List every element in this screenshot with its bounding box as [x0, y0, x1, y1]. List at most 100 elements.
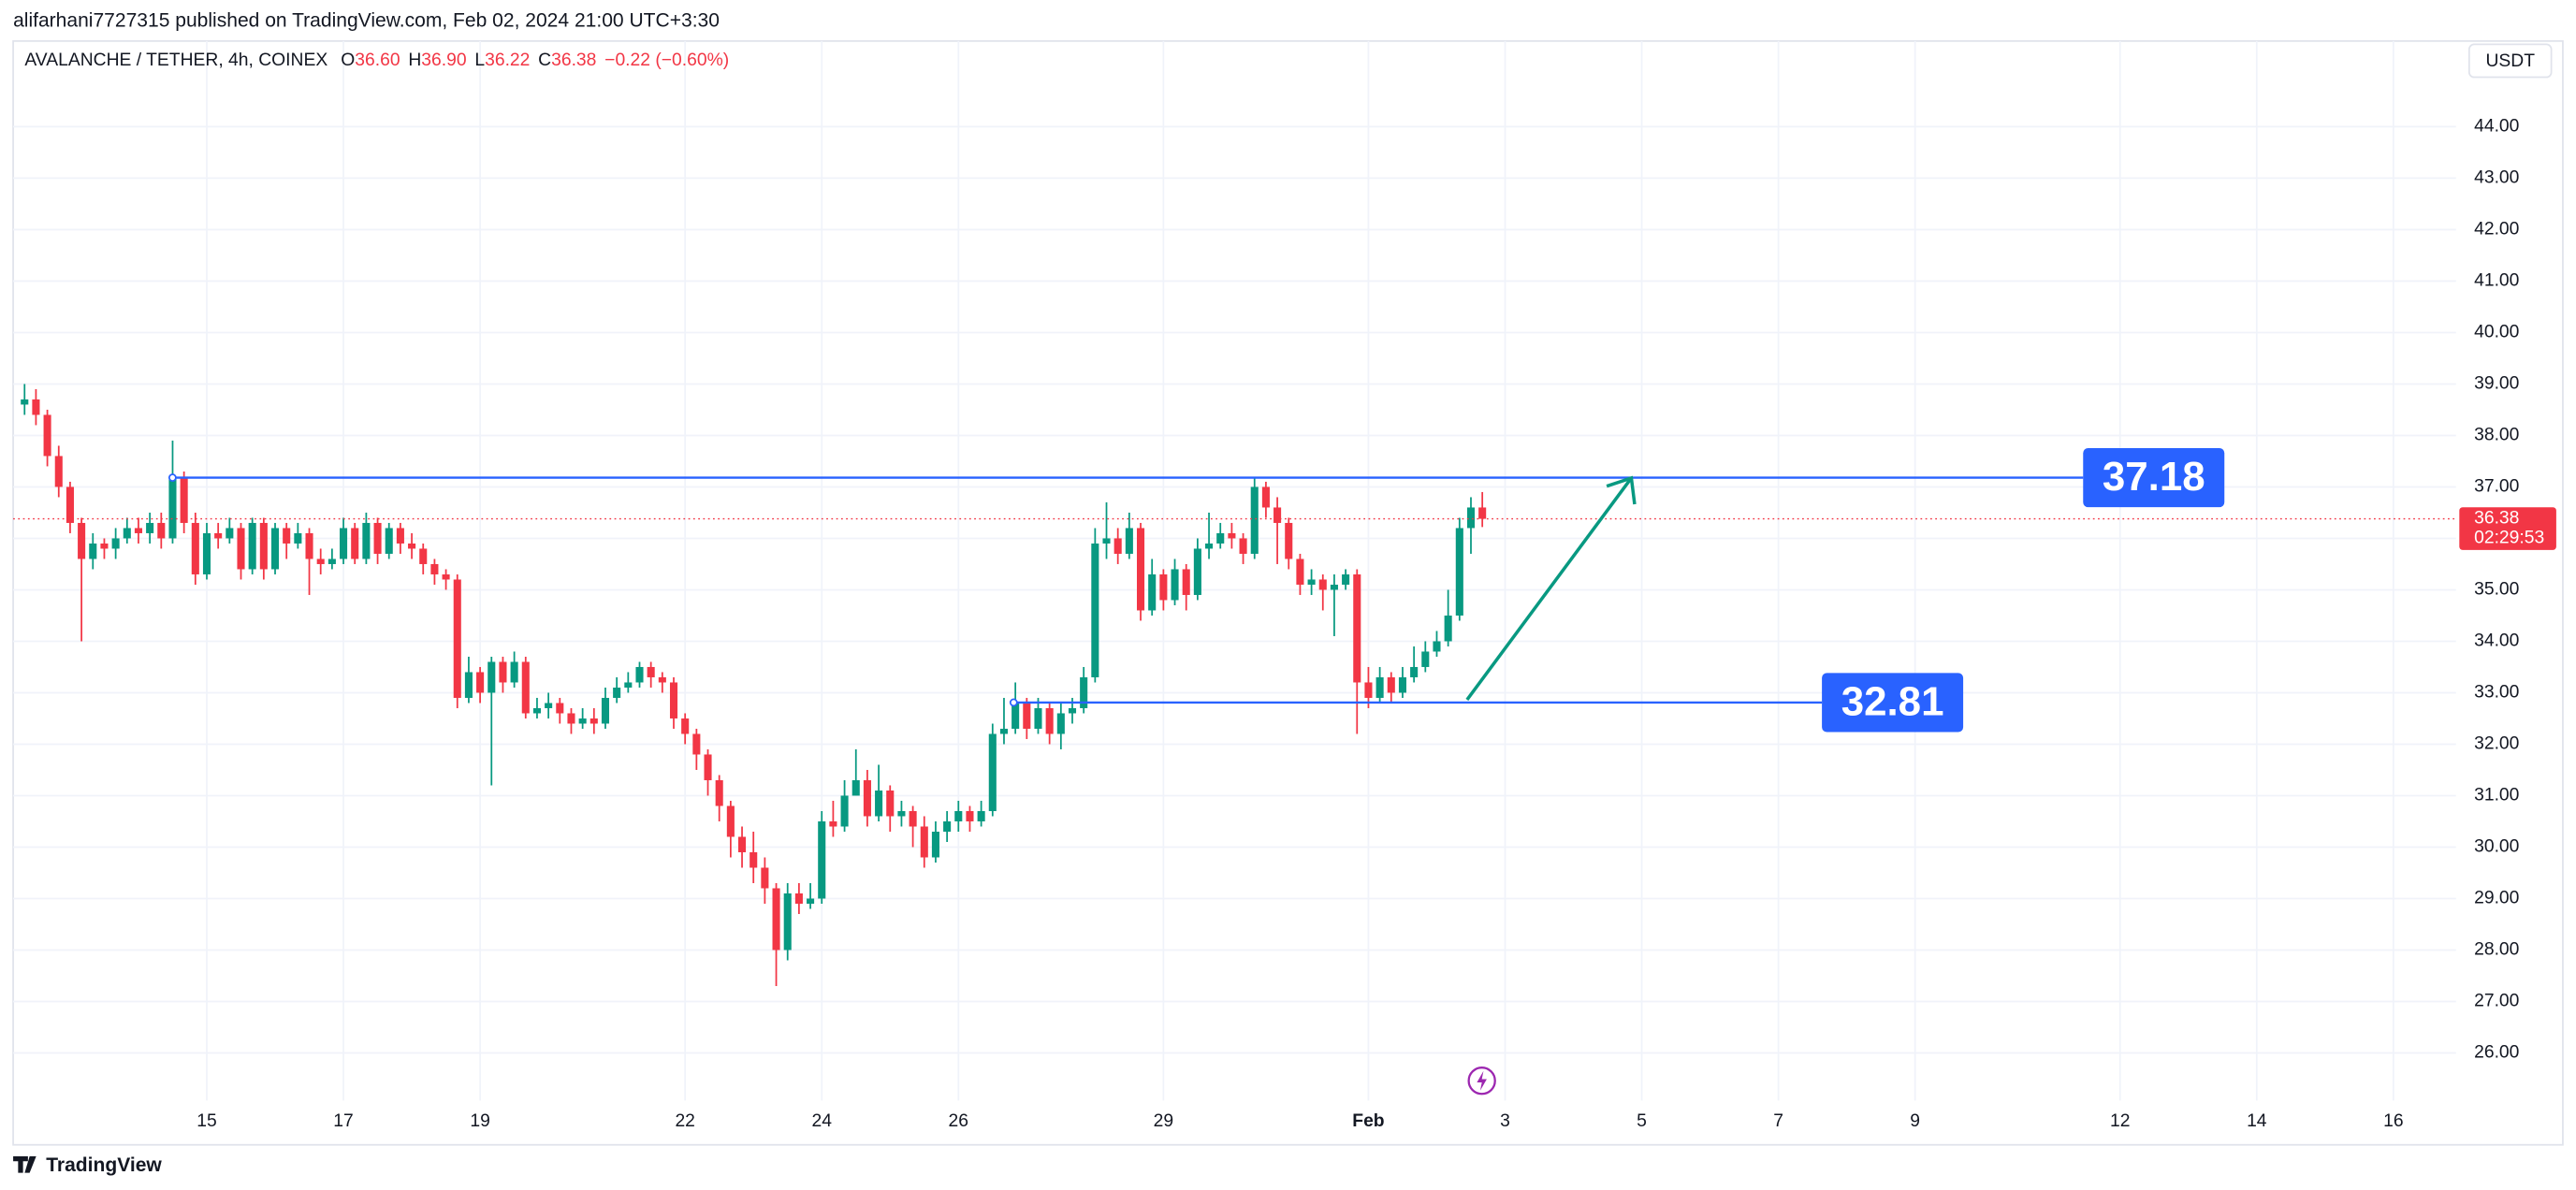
candle-body	[658, 676, 666, 683]
y-tick-label: 28.00	[2474, 940, 2519, 960]
candle-body	[704, 754, 712, 780]
arrow-line	[1465, 476, 1633, 701]
candle-body	[430, 563, 439, 574]
candle-body	[327, 559, 336, 564]
candle-body	[1091, 543, 1099, 677]
footer-brand: TradingView	[46, 1154, 162, 1176]
currency-button[interactable]	[2467, 43, 2553, 79]
y-tick-label: 29.00	[2474, 889, 2519, 908]
candle-body	[521, 661, 530, 714]
candle-body	[476, 672, 485, 693]
countdown-label: 02:29:53	[2474, 529, 2544, 548]
candle-body	[624, 682, 633, 688]
x-tick-label: 5	[1637, 1111, 1647, 1131]
candle-body	[226, 528, 234, 539]
y-tick-label: 31.00	[2474, 786, 2519, 805]
candle-body	[761, 867, 769, 889]
candle-body	[111, 538, 120, 549]
candle-body	[681, 718, 690, 734]
candle-body	[750, 851, 758, 868]
candle-body	[920, 826, 928, 858]
candle-body	[1159, 573, 1168, 601]
candle-body	[488, 661, 496, 693]
candle-body	[408, 543, 416, 549]
candle-body	[1113, 538, 1122, 554]
candle-body	[123, 528, 131, 539]
y-tick-label: 32.00	[2474, 734, 2519, 754]
candle-body	[567, 713, 575, 724]
candle-body	[1307, 579, 1316, 585]
candle-body	[1023, 703, 1031, 729]
candle-body	[202, 532, 211, 574]
x-tick-label: 16	[2383, 1111, 2403, 1131]
candle-body	[726, 805, 735, 837]
candle-body	[669, 682, 678, 718]
candle-body	[1182, 569, 1190, 595]
candle-body	[294, 532, 302, 544]
candle-body	[931, 831, 939, 858]
candle-body	[545, 703, 553, 708]
candle-body	[237, 528, 245, 570]
candle-body	[21, 399, 29, 405]
candle-body	[1330, 584, 1338, 590]
candle-body	[1045, 707, 1054, 734]
candle-body	[1193, 548, 1201, 595]
candle-body	[65, 486, 74, 523]
x-tick-label: Feb	[1352, 1111, 1384, 1131]
candle-body	[692, 733, 701, 755]
candle-body	[818, 820, 826, 899]
y-tick-label: 27.00	[2474, 992, 2519, 1011]
candle-body	[578, 718, 587, 724]
y-tick-label: 37.00	[2474, 477, 2519, 497]
candle-body	[1285, 522, 1293, 559]
candle-body	[1478, 507, 1487, 519]
symbol-title: AVALANCHE / TETHER, 4h, COINEX	[24, 51, 327, 70]
x-tick-label: 7	[1773, 1111, 1783, 1131]
candle-body	[1455, 528, 1463, 616]
y-tick-label: 33.00	[2474, 683, 2519, 703]
candle-body	[943, 820, 952, 832]
candle-body	[396, 528, 404, 544]
candle-body	[168, 476, 177, 539]
candle-body	[305, 532, 313, 559]
candle-body	[1433, 641, 1441, 652]
candle-body	[988, 733, 997, 811]
candle-body	[442, 573, 450, 580]
candle-body	[100, 543, 109, 549]
candle-body	[875, 790, 883, 817]
candle-body	[1387, 676, 1395, 693]
candle-body	[146, 522, 154, 533]
candle-body	[1171, 569, 1179, 601]
x-tick-label: 29	[1154, 1111, 1173, 1131]
candle-body	[1296, 559, 1304, 585]
candle-body	[715, 779, 723, 806]
candle-body	[1125, 528, 1133, 554]
candle-body	[499, 661, 507, 683]
ohlc-value: 36.90	[421, 51, 466, 70]
x-tick-label: 12	[2110, 1111, 2130, 1131]
y-tick-label: 40.00	[2474, 323, 2519, 342]
candle-body	[1239, 538, 1247, 554]
level-label: 37.18	[2103, 454, 2205, 500]
candle-body	[1148, 573, 1157, 611]
candle-body	[1318, 579, 1327, 590]
level-label-box	[2083, 447, 2225, 508]
candle-body	[134, 528, 143, 533]
candle-body	[464, 672, 473, 698]
level-anchor	[167, 473, 177, 482]
candle-body	[1398, 676, 1407, 693]
candle-body	[1250, 486, 1259, 554]
candle-body	[829, 820, 837, 827]
candle-body	[340, 528, 348, 559]
candle-body	[1273, 507, 1282, 523]
x-tick-label: 9	[1910, 1111, 1920, 1131]
candle-body	[556, 703, 564, 714]
ohlc-key: L	[474, 51, 485, 70]
y-tick-label: 44.00	[2474, 117, 2519, 137]
candle-body	[419, 548, 428, 564]
candle-body	[1353, 573, 1361, 683]
x-tick-label: 17	[333, 1111, 353, 1131]
